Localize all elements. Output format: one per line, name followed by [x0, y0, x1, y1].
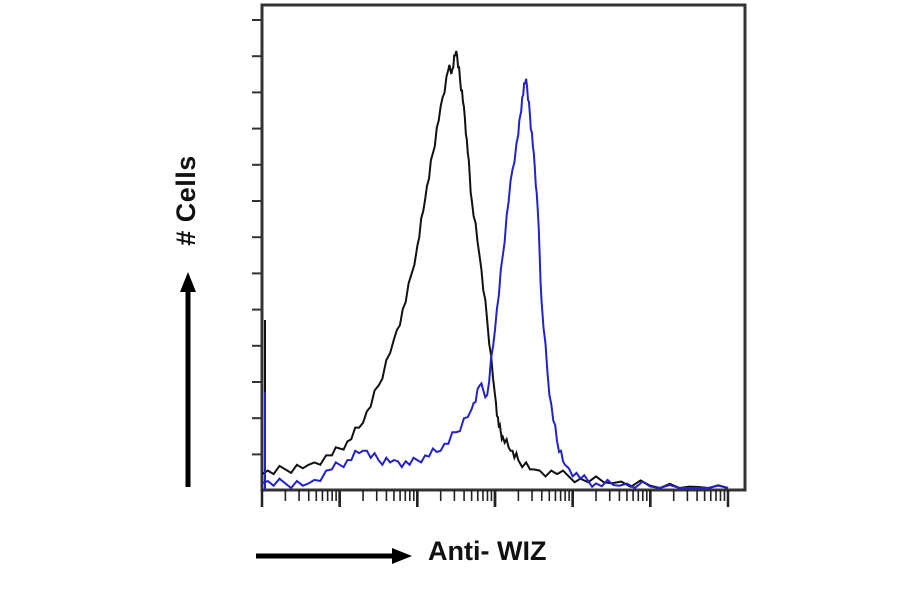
control-histogram-line [261, 50, 729, 490]
x-axis-label: Anti- WIZ [428, 536, 547, 566]
y-axis-label-text: # Cells [170, 154, 201, 246]
x-axis-ticks [260, 490, 730, 507]
y-axis-label: # Cells [164, 140, 208, 260]
y-axis-arrow-icon [180, 272, 196, 487]
y-axis-ticks [252, 19, 262, 456]
anti-wiz-histogram-line [261, 78, 729, 490]
series-layer [261, 50, 729, 490]
plot-frame [260, 3, 747, 492]
x-axis-arrow-icon [256, 548, 412, 564]
